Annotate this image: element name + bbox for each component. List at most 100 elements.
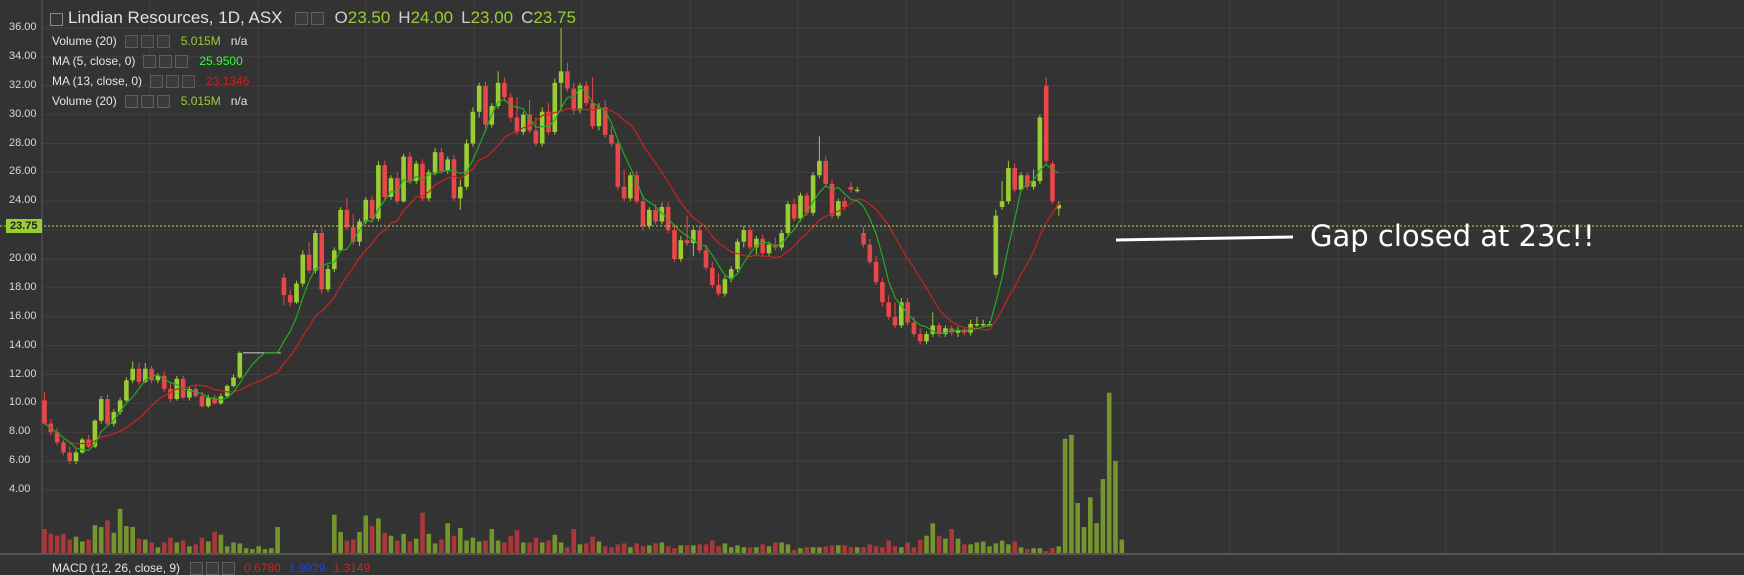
volume-bar xyxy=(92,525,98,553)
volume-bar xyxy=(798,548,803,553)
candle xyxy=(458,186,463,199)
close-icon[interactable] xyxy=(222,562,236,575)
candle xyxy=(980,323,986,326)
settings-icon[interactable] xyxy=(294,12,308,26)
candle xyxy=(73,452,79,462)
volume-bar xyxy=(508,535,513,553)
eye-icon[interactable] xyxy=(159,55,173,69)
candle xyxy=(136,368,142,382)
volume-bar xyxy=(212,531,217,553)
volume-bar xyxy=(936,535,942,553)
volume-bar xyxy=(634,543,639,553)
volume-bar xyxy=(1050,548,1055,553)
indicator-extra: n/a xyxy=(230,34,248,48)
y-tick-label: 24.00 xyxy=(9,194,37,207)
volume-bar xyxy=(678,545,684,553)
candle xyxy=(911,322,917,335)
candle xyxy=(161,375,167,389)
volume-bar xyxy=(149,542,154,553)
volume-bar xyxy=(558,542,564,553)
y-tick-label: 6.00 xyxy=(9,454,31,467)
candle xyxy=(61,442,66,453)
annotation-text: Gap closed at 23c!! xyxy=(1310,219,1595,253)
volume-bar xyxy=(974,542,980,553)
eye-icon[interactable] xyxy=(166,75,180,89)
candle xyxy=(634,175,639,202)
volume-bar xyxy=(691,545,696,553)
eye-icon[interactable] xyxy=(140,95,154,109)
volume-bar xyxy=(413,538,419,553)
volume-bar xyxy=(470,537,476,553)
volume-bar xyxy=(829,545,835,553)
candle xyxy=(464,143,469,187)
volume-bar xyxy=(155,547,161,553)
macd-value-1: 0.6780 xyxy=(244,561,281,575)
close-icon[interactable] xyxy=(156,35,170,49)
close-icon[interactable] xyxy=(182,75,196,89)
eye-icon[interactable] xyxy=(310,12,324,26)
volume-bar xyxy=(722,543,728,553)
candle xyxy=(1037,117,1043,182)
candle xyxy=(130,368,135,381)
settings-icon[interactable] xyxy=(124,95,138,109)
collapse-icon[interactable] xyxy=(50,12,63,26)
candle xyxy=(754,238,759,248)
y-tick-label: 8.00 xyxy=(9,425,31,438)
candle xyxy=(697,230,702,251)
macd-indicator[interactable]: MACD (12, 26, close, 9) 0.6780 1.9929 1.314… xyxy=(52,561,370,575)
candle xyxy=(521,114,526,132)
volume-bar xyxy=(98,527,104,553)
candle xyxy=(678,240,684,259)
volume-bar xyxy=(590,536,595,553)
volume-bar xyxy=(1043,551,1049,553)
indicator-volume-2[interactable]: Volume (20) 5.015M n/a xyxy=(52,94,247,109)
open-label: O xyxy=(334,8,348,27)
volume-bar xyxy=(659,542,665,553)
indicator-volume[interactable]: Volume (20) 5.015M n/a xyxy=(52,34,248,49)
volume-bar xyxy=(407,541,413,553)
volume-bar xyxy=(269,548,274,553)
volume-bar xyxy=(621,543,627,553)
y-tick-label: 34.00 xyxy=(9,49,37,62)
candle xyxy=(533,130,539,144)
volume-bar xyxy=(395,540,400,553)
indicator-value: 25.9500 xyxy=(199,54,243,68)
high-value: 24.00 xyxy=(410,8,454,27)
candle xyxy=(722,279,728,294)
volume-bar xyxy=(899,547,904,553)
eye-icon[interactable] xyxy=(206,562,220,575)
candle xyxy=(584,85,589,104)
close-label: C xyxy=(521,8,534,27)
volume-bar xyxy=(67,539,72,553)
volume-bar xyxy=(73,536,79,553)
indicator-ma5[interactable]: MA (5, close, 0) 25.9500 xyxy=(52,54,243,69)
candle xyxy=(1025,175,1030,187)
indicator-value: 5.015M xyxy=(180,94,221,108)
candle xyxy=(376,165,381,219)
candle xyxy=(785,204,791,234)
candle xyxy=(111,412,117,424)
volume-bar xyxy=(1081,527,1087,553)
candle xyxy=(842,201,847,208)
eye-icon[interactable] xyxy=(140,35,154,49)
candle xyxy=(344,209,350,228)
volume-bar xyxy=(539,542,545,553)
volume-bar xyxy=(243,548,249,553)
volume-bar xyxy=(980,541,986,553)
volume-bar xyxy=(577,544,583,553)
volume-bar xyxy=(357,531,362,553)
candle xyxy=(880,282,885,303)
volume-bar xyxy=(810,547,816,553)
settings-icon[interactable] xyxy=(143,55,157,69)
settings-icon[interactable] xyxy=(124,35,138,49)
close-icon[interactable] xyxy=(175,55,189,69)
volume-bar xyxy=(710,540,715,553)
indicator-ma13[interactable]: MA (13, close, 0) 23.1346 xyxy=(52,74,249,89)
settings-icon[interactable] xyxy=(150,75,164,89)
candle xyxy=(332,250,337,270)
candle xyxy=(892,316,898,326)
close-icon[interactable] xyxy=(156,95,170,109)
volume-bar xyxy=(653,543,658,553)
settings-icon[interactable] xyxy=(190,562,204,575)
